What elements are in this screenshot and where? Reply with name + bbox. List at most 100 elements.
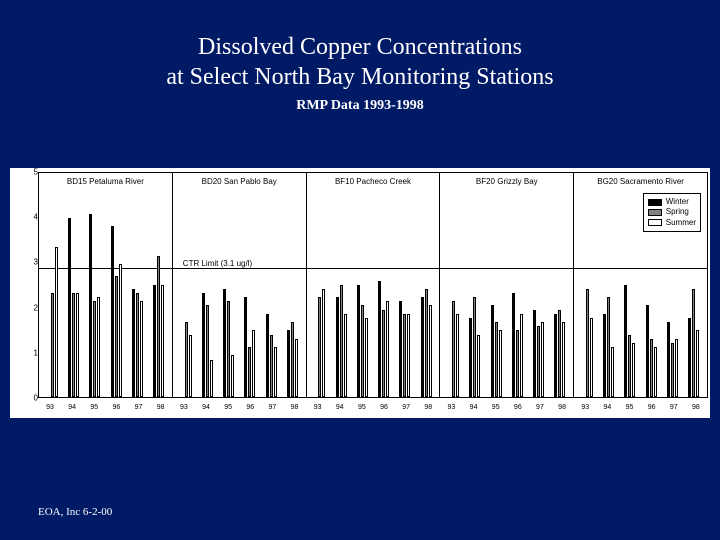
x-label: 94 (336, 404, 344, 411)
panel-label: BD15 Petaluma River (67, 177, 144, 186)
bar (322, 289, 325, 397)
x-label: 97 (670, 404, 678, 411)
bars-region (42, 189, 170, 397)
x-label: 93 (46, 404, 54, 411)
x-label: 98 (692, 404, 700, 411)
bar (386, 301, 389, 397)
bars-region (309, 189, 437, 397)
bar (421, 297, 424, 397)
bar (244, 297, 247, 397)
bar (425, 289, 428, 397)
bar (136, 293, 139, 397)
bar (512, 293, 515, 397)
x-labels: 939495969798 (39, 404, 172, 411)
bar (586, 289, 589, 397)
year-group (153, 189, 164, 397)
legend-row: Summer (648, 218, 696, 228)
legend-swatch (648, 209, 662, 216)
bar (650, 339, 653, 397)
bar (227, 301, 230, 397)
bar (407, 314, 410, 397)
year-group (287, 189, 298, 397)
bar (270, 335, 273, 397)
bar (93, 301, 96, 397)
panel-label: BG20 Sacramento River (597, 177, 684, 186)
bar (231, 355, 234, 397)
chart-panel: BF10 Pacheco Creek939495969798 (306, 172, 440, 398)
x-labels: 939495969798 (307, 404, 440, 411)
bar (252, 330, 255, 397)
year-group (378, 189, 389, 397)
year-group (421, 189, 432, 397)
bar (344, 314, 347, 397)
x-label: 93 (448, 404, 456, 411)
bar (403, 314, 406, 397)
year-group (582, 189, 593, 397)
bar (51, 293, 54, 397)
x-label: 94 (603, 404, 611, 411)
bar (603, 314, 606, 397)
bar (688, 318, 691, 397)
bar (365, 318, 368, 397)
year-group (399, 189, 410, 397)
x-label: 96 (246, 404, 254, 411)
year-group (448, 189, 459, 397)
x-label: 95 (492, 404, 500, 411)
panel-label: BF10 Pacheco Creek (335, 177, 411, 186)
bar (140, 301, 143, 397)
x-label: 94 (202, 404, 210, 411)
bar (491, 305, 494, 397)
x-label: 94 (68, 404, 76, 411)
year-group (357, 189, 368, 397)
bar (111, 226, 114, 397)
bar (654, 347, 657, 397)
bars-region (175, 189, 303, 397)
legend: WinterSpringSummer (643, 193, 701, 232)
bar (558, 310, 561, 397)
title-line2: at Select North Bay Monitoring Stations (0, 62, 720, 92)
x-label: 95 (626, 404, 634, 411)
bar (516, 330, 519, 397)
x-label: 96 (648, 404, 656, 411)
chart-panel: BG20 Sacramento River939495969798WinterS… (573, 172, 708, 398)
bar (287, 330, 290, 397)
x-label: 93 (581, 404, 589, 411)
bar (590, 318, 593, 397)
bar (274, 347, 277, 397)
x-label: 95 (90, 404, 98, 411)
x-label: 97 (536, 404, 544, 411)
subtitle: RMP Data 1993-1998 (0, 98, 720, 114)
bar (72, 293, 75, 397)
bar (554, 314, 557, 397)
footer-credit: EOA, Inc 6-2-00 (38, 506, 112, 518)
bar (361, 305, 364, 397)
year-group (111, 189, 122, 397)
year-group (181, 189, 192, 397)
year-group (512, 189, 523, 397)
x-label: 98 (558, 404, 566, 411)
bar (429, 305, 432, 397)
year-group (624, 189, 635, 397)
title-line1: Dissolved Copper Concentrations (0, 32, 720, 62)
bar (76, 293, 79, 397)
panels: BD15 Petaluma River939495969798BD20 San … (38, 172, 708, 398)
x-label: 93 (180, 404, 188, 411)
year-group (223, 189, 234, 397)
bar (628, 335, 631, 397)
bar (646, 305, 649, 397)
legend-label: Spring (666, 207, 689, 217)
year-group (469, 189, 480, 397)
x-label: 95 (224, 404, 232, 411)
x-label: 97 (268, 404, 276, 411)
bar (382, 310, 385, 397)
bar (340, 285, 343, 397)
x-label: 98 (424, 404, 432, 411)
legend-row: Winter (648, 197, 696, 207)
bar (473, 297, 476, 397)
bar (495, 322, 498, 397)
bar (632, 343, 635, 397)
bar (336, 297, 339, 397)
x-label: 98 (291, 404, 299, 411)
title-block: Dissolved Copper Concentrations at Selec… (0, 0, 720, 114)
bar (533, 310, 536, 397)
